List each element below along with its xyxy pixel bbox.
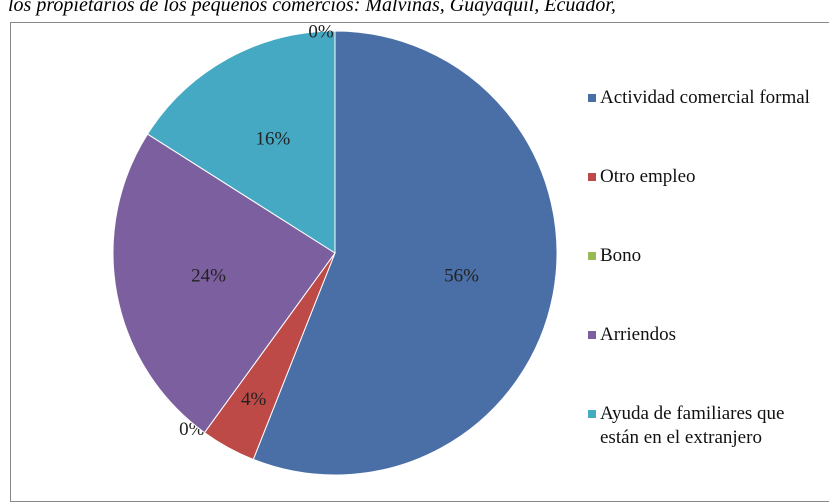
- legend-item: Otro empleo: [588, 165, 824, 189]
- legend-label: Otro empleo: [600, 166, 696, 187]
- pie-slice: [146, 30, 336, 254]
- legend-swatch: [588, 94, 596, 102]
- legend-label: Bono: [600, 245, 642, 266]
- data-label: 0%: [308, 22, 334, 43]
- legend-label: Arriendos: [600, 324, 676, 345]
- legend-item: Bono: [588, 244, 824, 268]
- legend-swatch: [588, 252, 596, 260]
- data-label: 24%: [191, 265, 226, 286]
- data-label: 56%: [444, 265, 479, 286]
- legend-swatch: [588, 331, 596, 339]
- legend-label: Ayuda de familiares que están en el extr…: [600, 403, 785, 448]
- pie-slice: [252, 30, 558, 476]
- chart-title: los propietarios de los pequeños comerci…: [8, 0, 616, 16]
- pie-slice: [112, 133, 336, 434]
- legend-item: Ayuda de familiares que están en el extr…: [588, 402, 824, 450]
- data-label: 4%: [241, 389, 267, 410]
- legend-swatch: [588, 173, 596, 181]
- legend-label: Actividad comercial formal: [600, 87, 810, 108]
- legend-item: Actividad comercial formal: [588, 86, 824, 110]
- legend-item: Arriendos: [588, 323, 824, 347]
- data-label: 16%: [256, 129, 291, 150]
- legend-swatch: [588, 410, 596, 418]
